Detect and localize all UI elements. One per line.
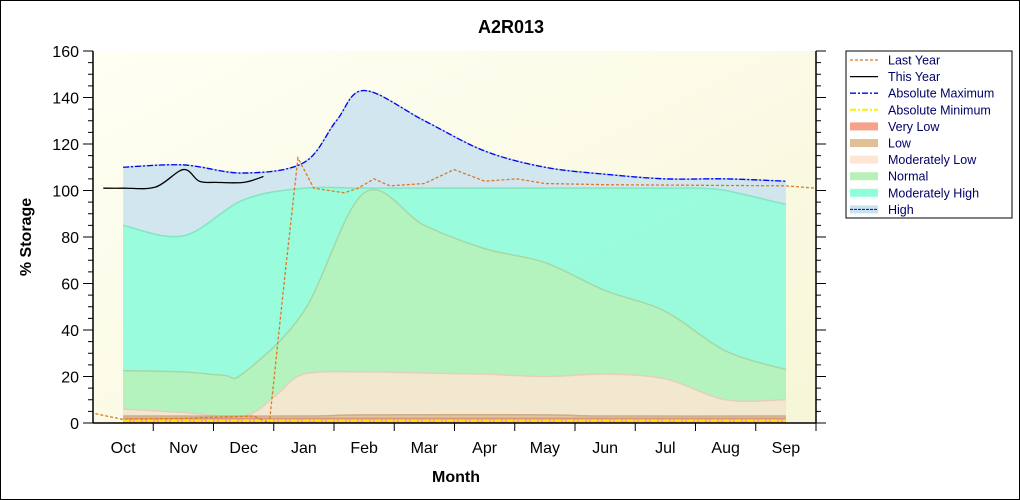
x-tick-label: Jul	[655, 440, 675, 457]
legend: Last Year This Year Absolute Maximum Absolu…	[845, 50, 1013, 219]
band-very-low	[123, 418, 786, 423]
x-tick-label: Sep	[772, 440, 801, 457]
x-tick-label: Apr	[472, 440, 498, 457]
legend-label: High	[888, 203, 914, 217]
x-tick-label: Jun	[592, 440, 618, 457]
y-tick-label: 100	[52, 184, 79, 201]
x-tick-label: May	[530, 440, 560, 457]
legend-swatch-moderately-low	[850, 155, 878, 164]
legend-label: Moderately Low	[888, 153, 977, 167]
x-tick-label: Mar	[411, 440, 439, 457]
legend-label: Low	[888, 137, 912, 151]
legend-label: Absolute Maximum	[888, 87, 994, 101]
x-tick-label: Oct	[111, 440, 136, 457]
y-tick-label: 140	[52, 91, 79, 108]
band-edge-normal	[123, 189, 787, 380]
legend-swatch-very-low	[850, 122, 878, 131]
legend-label: Last Year	[888, 54, 940, 68]
band-moderately-low	[123, 371, 786, 423]
y-tick-label: 40	[61, 323, 79, 340]
y-tick-label: 20	[61, 370, 79, 387]
x-tick-label: Aug	[711, 440, 739, 457]
series-this-year	[103, 168, 264, 190]
series-absolute-maximum	[123, 89, 786, 182]
legend-label: Very Low	[888, 120, 940, 134]
chart-title: A2R013	[478, 17, 544, 37]
series-last-year	[95, 155, 816, 424]
y-tick-label: 60	[61, 277, 79, 294]
y-tick-label: 160	[52, 44, 79, 61]
x-tick-label: Jan	[291, 440, 317, 457]
y-tick-label: 80	[61, 230, 79, 247]
legend-swatch-normal	[850, 172, 878, 181]
legend-label: Absolute Minimum	[888, 103, 991, 117]
legend-label: Moderately High	[888, 186, 979, 200]
y-axis-label: % Storage	[18, 198, 35, 276]
x-tick-label: Dec	[229, 440, 257, 457]
legend-swatch-low	[850, 139, 878, 147]
legend-swatch-moderately-high	[850, 188, 878, 197]
y-tick-label: 0	[70, 416, 79, 433]
x-tick-label: Nov	[169, 440, 197, 457]
legend-label: This Year	[888, 70, 940, 84]
x-tick-label: Feb	[350, 440, 378, 457]
band-normal	[123, 189, 786, 423]
x-axis-label: Month	[432, 469, 480, 486]
band-edge-low	[123, 413, 786, 417]
y-tick-label: 120	[52, 137, 79, 154]
band-edge-moderately-high	[122, 186, 787, 238]
legend-label: Normal	[888, 170, 928, 184]
